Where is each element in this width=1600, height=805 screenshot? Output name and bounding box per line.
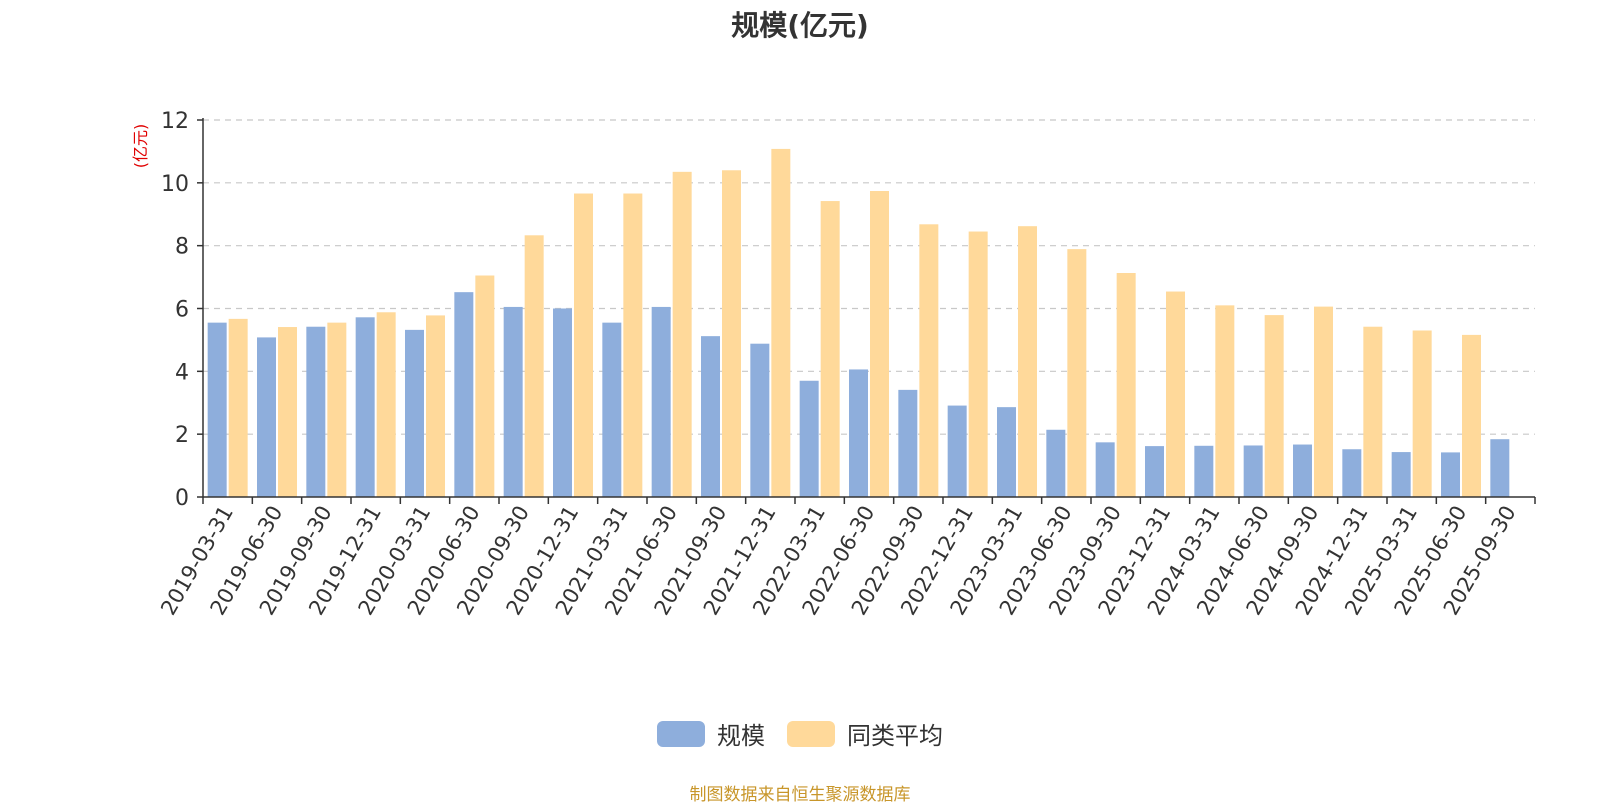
bar-peer-average	[1067, 249, 1087, 497]
bar-scale	[799, 380, 819, 497]
bar-scale	[306, 326, 326, 497]
y-tick-label: 8	[175, 235, 189, 260]
bar-scale	[1490, 439, 1510, 497]
bar-peer-average	[524, 235, 544, 497]
bar-peer-average	[1166, 291, 1185, 497]
bar-peer-average	[919, 224, 939, 497]
y-axis-label: (亿元)	[131, 124, 150, 169]
bar-peer-average	[1412, 330, 1432, 497]
bar-peer-average	[820, 201, 840, 497]
bar-peer-average	[623, 193, 643, 497]
y-tick-label: 10	[161, 172, 189, 197]
bar-peer-average	[968, 231, 988, 497]
bar-scale	[553, 308, 572, 497]
legend: 规模 同类平均	[0, 716, 1600, 751]
grid-lines	[203, 119, 1535, 435]
bar-peer-average	[1018, 226, 1037, 497]
bars	[207, 148, 1510, 498]
legend-label-scale: 规模	[717, 722, 765, 750]
bar-peer-average	[574, 193, 593, 497]
bar-peer-average	[722, 170, 741, 497]
bar-peer-average	[278, 327, 297, 497]
bar-peer-average	[327, 322, 347, 497]
bar-scale	[1293, 444, 1312, 497]
bar-peer-average	[475, 275, 495, 497]
bar-scale	[1342, 449, 1362, 497]
bar-peer-average	[870, 191, 889, 498]
bar-scale	[602, 322, 622, 497]
bar-peer-average	[1116, 272, 1136, 497]
legend-label-peer-average: 同类平均	[847, 722, 943, 750]
bar-scale	[849, 369, 868, 497]
legend-item-peer-average[interactable]: 同类平均	[787, 716, 943, 751]
bar-scale	[750, 343, 770, 497]
legend-item-scale[interactable]: 规模	[657, 716, 765, 751]
bar-scale	[1441, 452, 1460, 497]
y-tick-label: 4	[175, 360, 189, 385]
bar-scale	[1095, 442, 1115, 497]
bar-scale	[651, 306, 671, 497]
y-tick-label: 12	[161, 109, 189, 134]
bar-scale	[257, 337, 276, 497]
bar-scale	[1391, 452, 1411, 497]
legend-swatch-scale	[657, 720, 705, 747]
y-tick-label: 2	[175, 423, 189, 448]
bar-scale	[1046, 429, 1066, 497]
bar-scale	[454, 292, 474, 497]
bar-scale	[1145, 446, 1164, 497]
bar-peer-average	[672, 171, 692, 497]
bar-peer-average	[376, 312, 396, 497]
bar-scale	[1194, 445, 1214, 497]
bar-peer-average	[1363, 326, 1383, 497]
bar-scale	[207, 322, 227, 497]
bar-peer-average	[771, 148, 791, 498]
bar-scale	[947, 405, 967, 497]
y-tick-label: 6	[175, 298, 189, 323]
bar-scale	[355, 317, 375, 497]
bar-scale	[997, 407, 1016, 497]
bar-scale	[898, 389, 918, 497]
bar-scale	[405, 329, 424, 497]
bar-scale	[1243, 445, 1263, 497]
source-note: 制图数据来自恒生聚源数据库	[689, 785, 911, 805]
bar-peer-average	[1215, 305, 1235, 497]
bar-peer-average	[426, 315, 445, 497]
bar-scale	[503, 306, 523, 497]
bar-peer-average	[1314, 306, 1333, 497]
legend-swatch-peer-average	[787, 720, 835, 747]
y-tick-label: 0	[175, 486, 189, 511]
bar-peer-average	[1264, 315, 1284, 497]
chart-title: 规模(亿元)	[731, 9, 869, 42]
bar-scale	[701, 336, 720, 497]
bar-peer-average	[1462, 334, 1481, 497]
bar-peer-average	[228, 318, 248, 497]
